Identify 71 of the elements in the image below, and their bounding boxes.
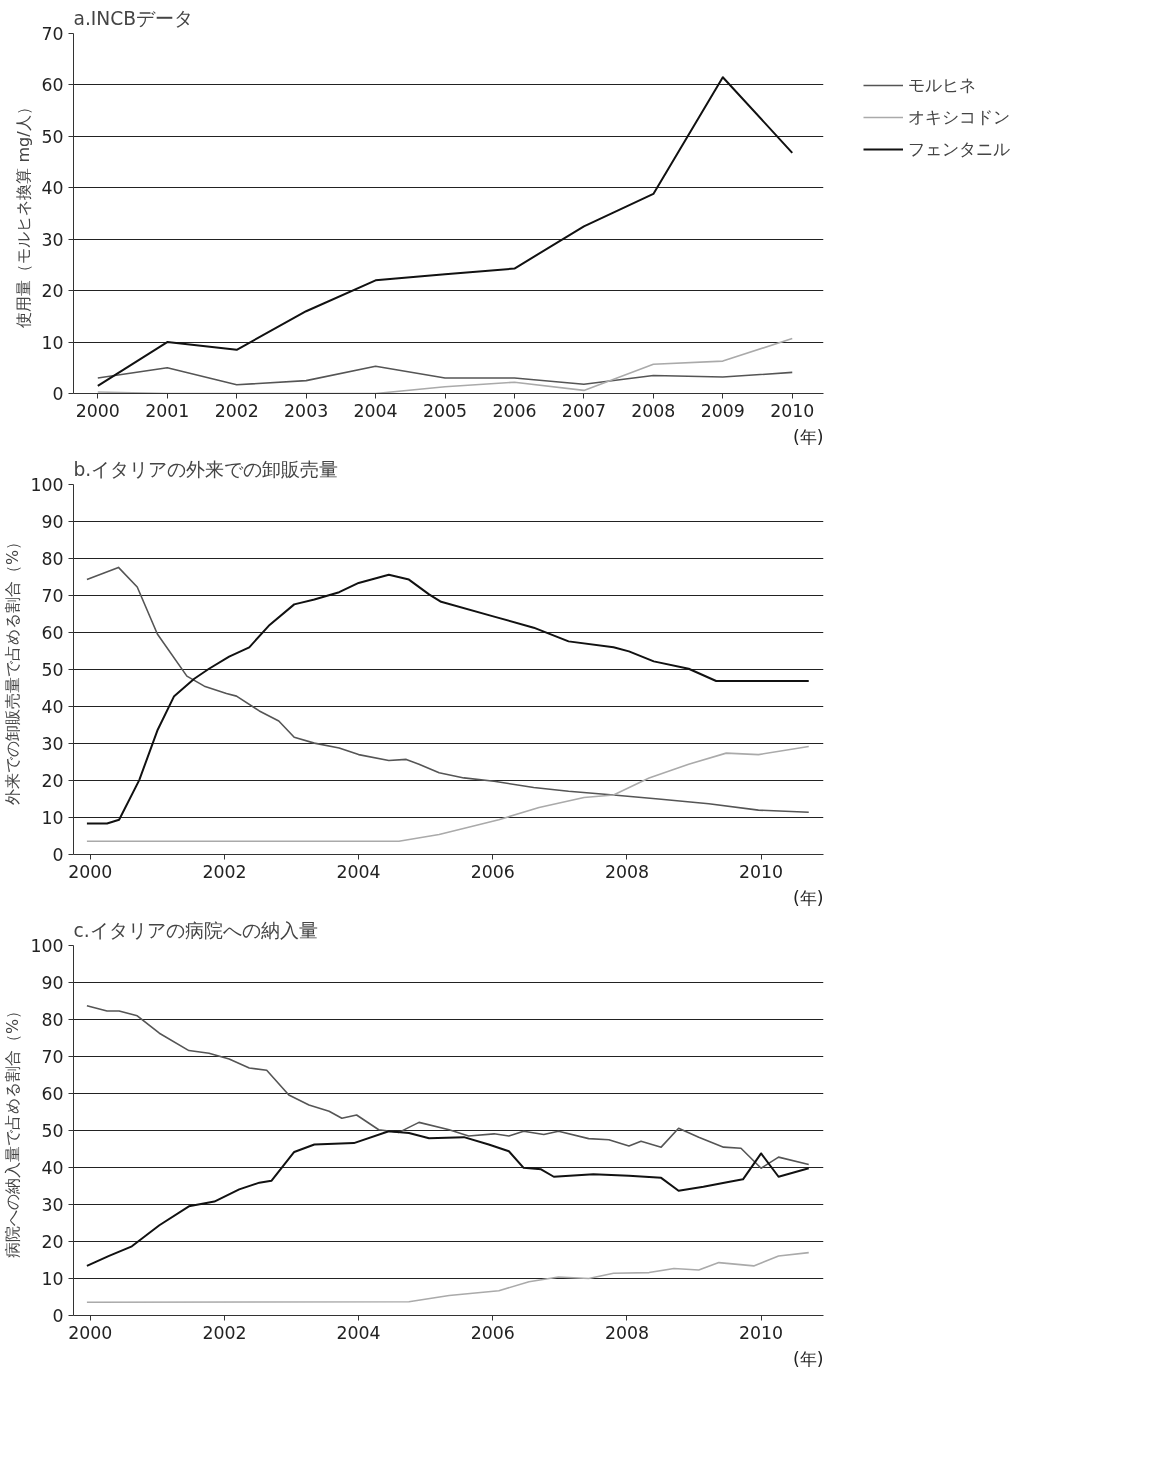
y-tick-label: 60 <box>41 623 64 643</box>
y-tick-label: 50 <box>41 126 64 147</box>
x-tick-label: 2006 <box>470 861 515 882</box>
x-tick-label: 2000 <box>75 400 120 421</box>
y-tick-label: 10 <box>41 808 64 828</box>
x-tick-label: 2000 <box>68 861 113 882</box>
line-series <box>86 745 810 842</box>
y-axis-title: 外来での卸販売量で占める割合（%） <box>3 533 23 806</box>
y-tick-label: 10 <box>41 332 64 353</box>
line-series <box>86 1005 810 1170</box>
legend-label: フェンタニル <box>908 138 1010 161</box>
y-tick-label: 30 <box>41 229 64 250</box>
y-tick-label: 40 <box>41 697 64 717</box>
x-tick-label: 2002 <box>214 400 259 421</box>
y-tick-label: 90 <box>41 512 64 532</box>
y-tick-label: 50 <box>41 1121 64 1141</box>
chart-title: c.イタリアの病院への納入量 <box>73 919 318 941</box>
x-tick-label: 2006 <box>470 1322 515 1343</box>
y-tick-label: 60 <box>41 75 64 96</box>
x-tick-label: 2010 <box>739 861 784 882</box>
x-axis-title: (年) <box>792 426 824 447</box>
x-tick-label: 2008 <box>604 861 649 882</box>
x-axis-title: (年) <box>792 887 824 908</box>
y-tick-label: 20 <box>41 771 64 791</box>
y-axis-title: 病院への納入量で占める割合（%） <box>3 1002 23 1259</box>
y-tick-label: 40 <box>41 178 64 199</box>
y-tick-label: 100 <box>30 936 64 956</box>
y-tick-label: 0 <box>52 1306 64 1326</box>
x-tick-label: 2002 <box>202 861 247 882</box>
y-tick-label: 0 <box>52 384 64 404</box>
y-tick-label: 30 <box>41 734 64 754</box>
y-axis-title: 使用量（モルヒネ換算 mg/人） <box>14 99 34 328</box>
y-tick-label: 70 <box>41 1047 64 1067</box>
legend-label: オキシコドン <box>908 106 1010 129</box>
y-tick-label: 100 <box>30 475 64 495</box>
y-tick-label: 20 <box>41 281 64 302</box>
legend-label: モルヒネ <box>908 74 976 97</box>
y-tick-label: 50 <box>41 660 64 680</box>
chart-title: b.イタリアの外来での卸販売量 <box>73 458 339 480</box>
y-tick-label: 40 <box>41 1158 64 1178</box>
y-tick-label: 60 <box>41 1084 64 1104</box>
chart-title: a.INCBデータ <box>73 7 194 29</box>
x-tick-label: 2000 <box>68 1322 113 1343</box>
y-tick-label: 10 <box>41 1269 64 1289</box>
y-tick-label: 80 <box>41 549 64 569</box>
y-tick-label: 70 <box>41 586 64 606</box>
x-tick-label: 2007 <box>561 400 606 421</box>
line-series <box>85 1130 810 1267</box>
y-tick-label: 80 <box>41 1010 64 1030</box>
y-tick-label: 90 <box>41 973 64 993</box>
x-tick-label: 2004 <box>353 400 398 421</box>
y-tick-label: 30 <box>41 1195 64 1215</box>
y-tick-label: 70 <box>41 24 64 44</box>
x-tick-label: 2010 <box>739 1322 784 1343</box>
x-tick-label: 2002 <box>202 1322 247 1343</box>
x-tick-label: 2010 <box>770 400 815 421</box>
x-tick-label: 2005 <box>422 400 468 421</box>
y-tick-label: 20 <box>41 1232 64 1252</box>
y-tick-label: 0 <box>52 845 64 865</box>
x-tick-label: 2009 <box>700 400 745 421</box>
x-tick-label: 2006 <box>492 400 537 421</box>
x-tick-label: 2004 <box>336 1322 381 1343</box>
line-series <box>96 76 794 387</box>
line-series <box>97 365 794 386</box>
x-axis-title: (年) <box>792 1348 824 1369</box>
x-tick-label: 2003 <box>284 400 329 421</box>
x-tick-label: 2008 <box>604 1322 649 1343</box>
line-series <box>86 1251 810 1303</box>
x-tick-label: 2008 <box>631 400 676 421</box>
x-tick-label: 2004 <box>336 861 381 882</box>
x-tick-label: 2001 <box>145 400 190 421</box>
